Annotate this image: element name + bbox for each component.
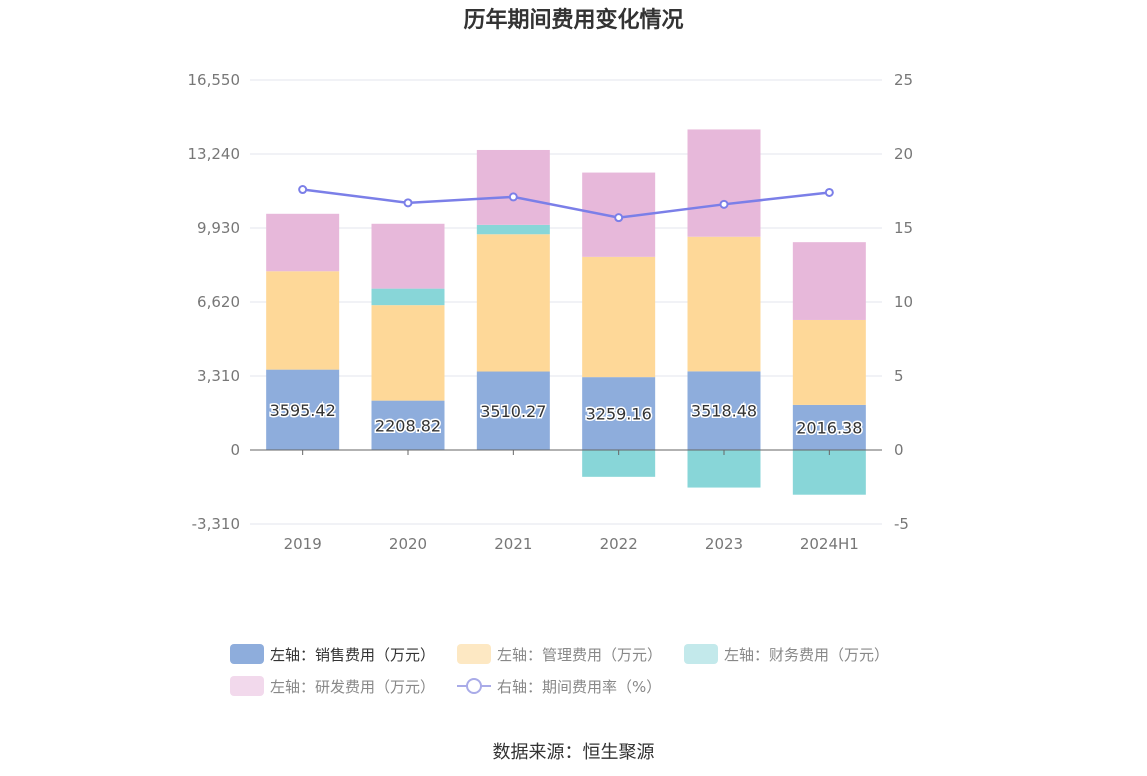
y-left-tick-label: 0: [230, 441, 240, 459]
y-right-tick-label: 20: [894, 145, 913, 163]
legend-item-rd[interactable]: 左轴：研发费用（万元）: [230, 676, 435, 697]
y-right-tick-label: 15: [894, 219, 913, 237]
bar-finance-2021: [476, 224, 550, 235]
bar-finance-2020: [371, 288, 445, 306]
legend-swatch-rd: [230, 676, 264, 696]
bar-sales-2020: [371, 400, 445, 450]
legend-item-rate[interactable]: 右轴：期间费用率（%）: [457, 676, 661, 697]
stacked-bar-line-chart: -3,310 0 3,310 6,620 9,930 13,240 16,550 -5 0 5 10…: [188, 71, 914, 553]
bar-admin-2023: [687, 236, 761, 372]
x-tick-label: 2024H1: [800, 535, 859, 553]
x-tick-label: 2022: [600, 535, 638, 553]
y-right-tick-label: 5: [894, 367, 904, 385]
point-rate-2024H1: [824, 187, 834, 197]
legend-item-finance[interactable]: 左轴：财务费用（万元）: [684, 644, 889, 665]
legend-swatch-sales: [230, 644, 264, 664]
line-rate: [302, 188, 830, 219]
legend-swatch-admin: [457, 644, 492, 664]
x-tick-label: 2023: [705, 535, 743, 553]
bar-rd-2019: [266, 213, 340, 272]
x-tick-label: 2021: [494, 535, 532, 553]
point-rate-2019: [298, 185, 308, 195]
point-rate-2023: [719, 199, 729, 209]
point-rate-2020: [403, 198, 413, 208]
x-tick-label: 2020: [389, 535, 427, 553]
bar-rd-2024H1: [792, 242, 866, 320]
bar-admin-2022: [582, 256, 656, 378]
data-label-sales: 3518.48: [691, 402, 757, 421]
x-tick-label: 2019: [284, 535, 322, 553]
y-right-tick-label: 0: [894, 441, 904, 459]
bar-rd-2020: [371, 223, 445, 289]
bar-sales-2022: [582, 377, 656, 450]
data-label-sales: 3510.27: [480, 402, 546, 421]
point-rate-2021: [508, 192, 518, 202]
bar-finance-2023: [687, 450, 761, 488]
bar-sales-2019: [266, 369, 340, 450]
legend-item-sales[interactable]: 左轴：销售费用（万元）: [230, 644, 435, 665]
y-left-tick-label: 9,930: [197, 219, 240, 237]
legend-label-rd: 左轴：研发费用（万元）: [270, 677, 436, 696]
y-right-tick-label: 25: [894, 71, 913, 89]
legend-label-finance: 左轴：财务费用（万元）: [724, 645, 890, 664]
legend-swatch-finance: [684, 644, 719, 664]
y-left-tick-label: 6,620: [197, 293, 240, 311]
bar-finance-2024H1: [792, 450, 866, 495]
legend-label-rate: 右轴：期间费用率（%）: [497, 677, 662, 696]
data-label-sales: 3595.42: [270, 401, 336, 420]
legend-item-admin[interactable]: 左轴：管理费用（万元）: [457, 644, 662, 665]
y-left-tick-label: 13,240: [188, 145, 241, 163]
legend-label-admin: 左轴：管理费用（万元）: [497, 645, 663, 664]
bar-rd-2021: [476, 149, 550, 225]
data-source: 数据来源：恒生聚源: [492, 742, 655, 763]
y-left-tick-label: 16,550: [188, 71, 241, 89]
data-label-sales: 3259.16: [586, 405, 652, 424]
y-left-tick-label: 3,310: [197, 367, 240, 385]
bar-admin-2024H1: [792, 319, 866, 405]
chart-title: 历年期间费用变化情况: [463, 8, 684, 33]
legend-swatch-rate-icon: [457, 676, 492, 696]
bar-rd-2023: [687, 129, 761, 237]
bar-sales-2024H1: [792, 404, 866, 450]
bar-sales-2021: [476, 371, 550, 450]
legend: 左轴：销售费用（万元） 左轴：管理费用（万元） 左轴：财务费用（万元） 左轴：研…: [230, 638, 930, 702]
bar-admin-2021: [476, 234, 550, 372]
bar-admin-2020: [371, 305, 445, 401]
legend-label-sales: 左轴：销售费用（万元）: [270, 645, 436, 664]
bar-admin-2019: [266, 271, 340, 370]
y-right-tick-label: -5: [894, 515, 909, 533]
data-label-sales: 2016.38: [796, 418, 862, 437]
data-label-sales: 2208.82: [375, 416, 441, 435]
bar-sales-2023: [687, 371, 761, 450]
y-right-tick-label: 10: [894, 293, 913, 311]
point-rate-2022: [614, 213, 624, 223]
y-left-tick-label: -3,310: [192, 515, 240, 533]
